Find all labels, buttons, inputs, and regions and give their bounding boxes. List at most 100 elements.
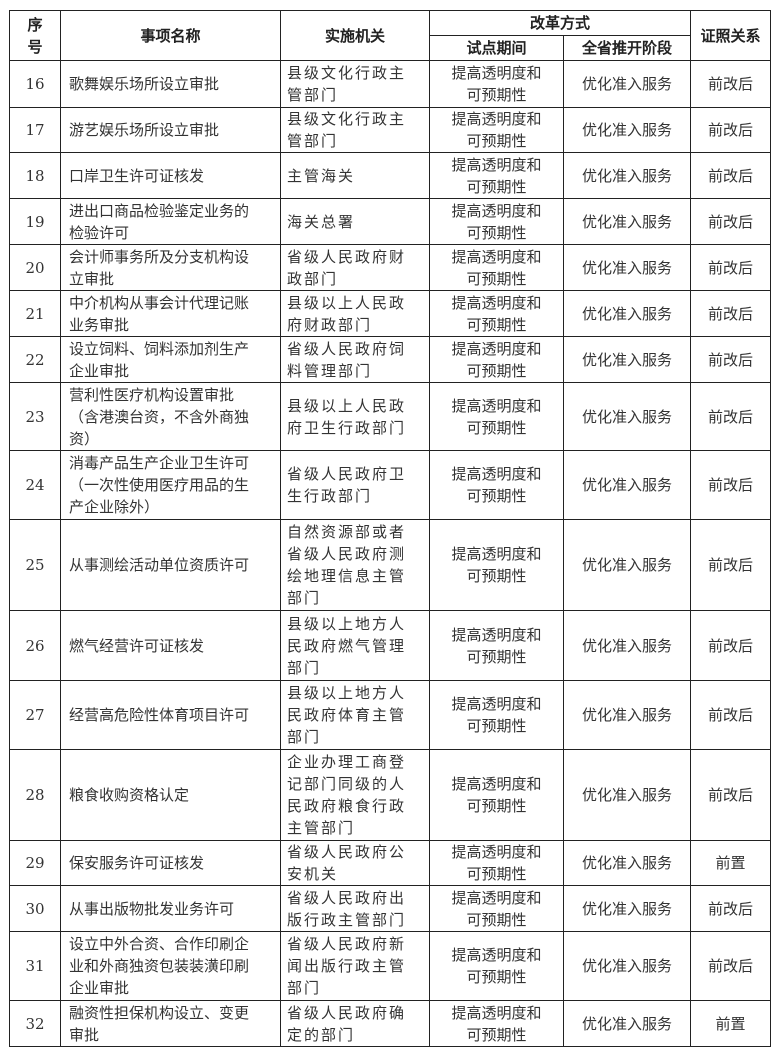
item-name: 会计师事务所及分支机构设 立审批	[60, 244, 281, 291]
item-name: 中介机构从事会计代理记账 业务审批	[60, 290, 281, 337]
header-relation: 证照关系	[690, 10, 772, 61]
row-number: 17	[9, 107, 61, 153]
agency: 省级人民政府新 闻出版行政主管 部门	[280, 931, 430, 1001]
province-method: 优化准入服务	[562, 152, 692, 199]
header-agency: 实施机关	[280, 10, 430, 61]
row-number: 32	[9, 1000, 61, 1047]
item-name: 口岸卫生许可证核发	[60, 152, 281, 199]
pilot-method: 提高透明度和 可预期性	[429, 450, 564, 520]
agency: 省级人民政府出 版行政主管部门	[280, 885, 430, 932]
license-relation: 前改后	[690, 680, 772, 750]
agency: 省级人民政府财 政部门	[280, 244, 430, 291]
table-row: 17 游艺娱乐场所设立审批 县级文化行政主 管部门 提高透明度和 可预期性 优化准入服务…	[9, 107, 772, 153]
item-name: 从事测绘活动单位资质许可	[60, 519, 281, 611]
license-relation: 前改后	[690, 610, 772, 681]
province-method: 优化准入服务	[562, 244, 692, 291]
province-method: 优化准入服务	[562, 290, 692, 337]
item-name: 经营高危险性体育项目许可	[60, 680, 281, 750]
table-row: 29 保安服务许可证核发 省级人民政府公 安机关 提高透明度和 可预期性 优化准入服务前…	[9, 840, 772, 886]
table-row: 31 设立中外合资、合作印刷企 业和外商独资包装装潢印刷 企业审批 省级人民政府新 …	[9, 931, 772, 1001]
license-relation: 前改后	[690, 107, 772, 153]
item-name: 游艺娱乐场所设立审批	[60, 107, 281, 153]
province-method: 优化准入服务	[562, 840, 692, 886]
table-row: 28 粮食收购资格认定 企业办理工商登 记部门同级的人 民政府粮食行政 主管部门 提高…	[9, 749, 772, 841]
agency: 县级以上人民政 府财政部门	[280, 290, 430, 337]
table-row: 21 中介机构从事会计代理记账 业务审批 县级以上人民政 府财政部门 提高透明度和 可…	[9, 290, 772, 337]
province-method: 优化准入服务	[562, 885, 692, 932]
agency: 省级人民政府公 安机关	[280, 840, 430, 886]
pilot-method: 提高透明度和 可预期性	[429, 749, 564, 841]
header-province: 全省推开阶段	[562, 35, 692, 61]
pilot-method: 提高透明度和 可预期性	[429, 198, 564, 245]
agency: 县级以上地方人 民政府燃气管理 部门	[280, 610, 430, 681]
province-method: 优化准入服务	[562, 336, 692, 383]
pilot-method: 提高透明度和 可预期性	[429, 60, 564, 108]
agency: 省级人民政府饲 料管理部门	[280, 336, 430, 383]
item-name: 歌舞娱乐场所设立审批	[60, 60, 281, 108]
province-method: 优化准入服务	[562, 680, 692, 750]
table-row: 32 融资性担保机构设立、变更 审批 省级人民政府确 定的部门 提高透明度和 可预期性…	[9, 1000, 772, 1047]
license-relation: 前改后	[690, 244, 772, 291]
pilot-method: 提高透明度和 可预期性	[429, 382, 564, 451]
province-method: 优化准入服务	[562, 610, 692, 681]
row-number: 28	[9, 749, 61, 841]
reform-items-table: 序 号 事项名称 实施机关 改革方式 证照关系 试点期间 全省推开阶段 16 歌舞…	[9, 10, 772, 1047]
pilot-method: 提高透明度和 可预期性	[429, 610, 564, 681]
item-name: 融资性担保机构设立、变更 审批	[60, 1000, 281, 1047]
agency: 省级人民政府确 定的部门	[280, 1000, 430, 1047]
item-name: 设立饲料、饲料添加剂生产 企业审批	[60, 336, 281, 383]
header-reform: 改革方式	[428, 10, 692, 36]
row-number: 31	[9, 931, 61, 1001]
header-seq: 序 号	[9, 10, 61, 61]
license-relation: 前改后	[690, 931, 772, 1001]
item-name: 消毒产品生产企业卫生许可 （一次性使用医疗用品的生 产企业除外）	[60, 450, 281, 520]
table-row: 19 进出口商品检验鉴定业务的 检验许可 海关总署 提高透明度和 可预期性 优化准入服务…	[9, 198, 772, 245]
province-method: 优化准入服务	[562, 60, 692, 108]
row-number: 24	[9, 450, 61, 520]
pilot-method: 提高透明度和 可预期性	[429, 519, 564, 611]
agency: 县级文化行政主 管部门	[280, 60, 430, 108]
item-name: 保安服务许可证核发	[60, 840, 281, 886]
item-name: 营利性医疗机构设置审批 （含港澳台资，不含外商独 资）	[60, 382, 281, 451]
license-relation: 前改后	[690, 336, 772, 383]
license-relation: 前改后	[690, 290, 772, 337]
province-method: 优化准入服务	[562, 107, 692, 153]
row-number: 20	[9, 244, 61, 291]
table-row: 18 口岸卫生许可证核发 主管海关 提高透明度和 可预期性 优化准入服务 前改后	[9, 152, 772, 199]
pilot-method: 提高透明度和 可预期性	[429, 152, 564, 199]
row-number: 30	[9, 885, 61, 932]
province-method: 优化准入服务	[562, 931, 692, 1001]
table-row: 26 燃气经营许可证核发 县级以上地方人 民政府燃气管理 部门 提高透明度和 可预期性…	[9, 610, 772, 681]
license-relation: 前改后	[690, 885, 772, 932]
row-number: 27	[9, 680, 61, 750]
province-method: 优化准入服务	[562, 519, 692, 611]
license-relation: 前置	[690, 1000, 772, 1047]
row-number: 25	[9, 519, 61, 611]
row-number: 18	[9, 152, 61, 199]
province-method: 优化准入服务	[562, 1000, 692, 1047]
table-row: 16 歌舞娱乐场所设立审批 县级文化行政主 管部门 提高透明度和 可预期性 优化准入服务…	[9, 60, 772, 108]
table-row: 25 从事测绘活动单位资质许可 自然资源部或者 省级人民政府测 绘地理信息主管 部门…	[9, 519, 772, 611]
pilot-method: 提高透明度和 可预期性	[429, 290, 564, 337]
item-name: 粮食收购资格认定	[60, 749, 281, 841]
agency: 企业办理工商登 记部门同级的人 民政府粮食行政 主管部门	[280, 749, 430, 841]
row-number: 26	[9, 610, 61, 681]
license-relation: 前改后	[690, 450, 772, 520]
agency: 海关总署	[280, 198, 430, 245]
license-relation: 前改后	[690, 519, 772, 611]
table-row: 24 消毒产品生产企业卫生许可 （一次性使用医疗用品的生 产企业除外） 省级人民政府…	[9, 450, 772, 520]
license-relation: 前改后	[690, 198, 772, 245]
row-number: 23	[9, 382, 61, 451]
row-number: 21	[9, 290, 61, 337]
agency: 省级人民政府卫 生行政部门	[280, 450, 430, 520]
agency: 自然资源部或者 省级人民政府测 绘地理信息主管 部门	[280, 519, 430, 611]
province-method: 优化准入服务	[562, 382, 692, 451]
row-number: 22	[9, 336, 61, 383]
table-row: 30 从事出版物批发业务许可 省级人民政府出 版行政主管部门 提高透明度和 可预期性优…	[9, 885, 772, 932]
pilot-method: 提高透明度和 可预期性	[429, 680, 564, 750]
pilot-method: 提高透明度和 可预期性	[429, 885, 564, 932]
pilot-method: 提高透明度和 可预期性	[429, 107, 564, 153]
header-pilot: 试点期间	[429, 35, 564, 61]
license-relation: 前置	[690, 840, 772, 886]
table-row: 27 经营高危险性体育项目许可 县级以上地方人 民政府体育主管 部门 提高透明度和 可…	[9, 680, 772, 750]
